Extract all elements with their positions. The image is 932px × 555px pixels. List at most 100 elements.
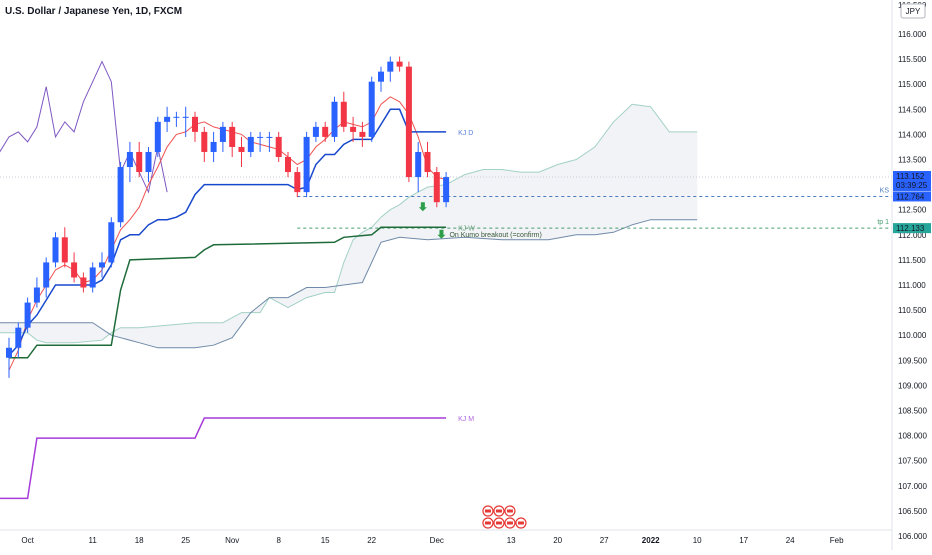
candle-body: [33, 287, 40, 303]
x-tick-label: 20: [553, 536, 562, 545]
price-badge-1: [893, 191, 931, 202]
candle-body: [229, 126, 236, 147]
event-flag-stripe-r2-0: [484, 521, 491, 525]
currency-badge[interactable]: JPY: [900, 3, 926, 19]
candle-body: [201, 131, 208, 152]
candle-body: [331, 101, 338, 137]
x-tick-label: Nov: [225, 536, 239, 545]
y-tick-label: 110.000: [898, 331, 927, 340]
event-flag-stripe-r2-1: [495, 521, 502, 525]
event-flag-stripe-r2-2: [506, 521, 513, 525]
price-badge-0: [893, 170, 931, 191]
x-tick-label: Oct: [21, 536, 34, 545]
candle-body: [126, 151, 133, 168]
candle-body: [275, 136, 282, 157]
kijun-label-2: KJ M: [458, 416, 474, 423]
candle-body: [43, 262, 50, 288]
candle-body: [164, 116, 171, 122]
y-tick-label: 106.500: [898, 507, 927, 516]
x-tick-label: 18: [135, 536, 144, 545]
senkou-span-b: [0, 219, 698, 349]
candle-body: [387, 61, 394, 72]
x-tick-label: 17: [739, 536, 748, 545]
candle-body: [257, 136, 264, 138]
event-flag-stripe-r2-3: [517, 521, 524, 525]
x-tick-label: 10: [693, 536, 702, 545]
candle-body: [154, 121, 161, 152]
candle-body: [117, 167, 124, 223]
x-tick-label: 24: [786, 536, 795, 545]
y-tick-label: 107.500: [898, 457, 927, 466]
candle-body: [80, 277, 87, 288]
price-badge-value-1: 112.764: [896, 192, 925, 201]
candle-body: [210, 141, 217, 152]
candle-body: [15, 327, 22, 348]
x-tick-label: 11: [89, 536, 98, 545]
y-tick-label: 109.000: [898, 381, 927, 390]
candle-body: [312, 126, 319, 137]
kumo-cloud-fill: [0, 104, 698, 348]
candle-body: [368, 81, 375, 137]
candle-body: [108, 222, 115, 263]
y-tick-label: 107.000: [898, 482, 927, 491]
candle-body: [303, 136, 310, 193]
candle-body: [294, 172, 301, 193]
candle-body: [145, 151, 152, 173]
y-tick-label: 115.000: [898, 80, 927, 89]
x-tick-label: 25: [181, 536, 190, 545]
candle-body: [443, 177, 450, 203]
candle-body: [247, 136, 254, 152]
down-arrow-icon: [437, 229, 446, 239]
x-tick-label: 22: [367, 536, 376, 545]
x-tick-label: Feb: [830, 536, 844, 545]
y-tick-label: 106.000: [898, 532, 927, 541]
y-tick-label: 110.500: [898, 306, 927, 315]
kijun-line-2: [0, 417, 447, 500]
chikou-span-line: [0, 60, 168, 194]
candle-body: [266, 136, 273, 138]
price-badge-value-0: 113.152: [896, 172, 925, 181]
chart-title: U.S. Dollar / Japanese Yen, 1D, FXCM: [5, 6, 182, 17]
currency-badge-label: JPY: [906, 7, 921, 16]
x-tick-label: 2022: [642, 536, 660, 545]
candle-body: [285, 156, 291, 173]
y-tick-label: 108.000: [898, 432, 927, 441]
candle-body: [238, 146, 245, 152]
y-tick-label: 111.500: [898, 256, 926, 265]
candle-body: [61, 237, 68, 263]
y-tick-label: 108.500: [898, 407, 927, 416]
y-tick-label: 113.500: [898, 156, 927, 165]
candle-body: [6, 347, 12, 358]
candle-body: [219, 126, 226, 142]
y-tick-label: 111.000: [898, 281, 926, 290]
annotation-text: On Kumo breakout (=confirm): [449, 232, 541, 239]
candle-body: [378, 71, 384, 82]
y-tick-label: 112.000: [898, 231, 927, 240]
price-badge-timer: 03:39:25: [896, 181, 928, 190]
y-tick-label: 112.500: [898, 206, 927, 215]
down-arrow-icon: [418, 202, 427, 212]
kijun-label-0: KJ D: [458, 130, 473, 137]
candle-body: [173, 116, 180, 118]
y-tick-label: 116.000: [898, 30, 927, 39]
candle-body: [350, 126, 357, 132]
candle-body: [322, 126, 329, 137]
y-tick-label: 114.500: [898, 105, 927, 114]
price-badge-value-2: 112.133: [896, 224, 925, 233]
event-flag-stripe-r1-0: [484, 509, 491, 513]
event-flag-stripe-r1-1: [495, 509, 502, 513]
candle-body: [99, 262, 105, 268]
hline-label-1: tp 1: [877, 219, 889, 226]
hline-label-0: KS: [880, 187, 890, 194]
x-tick-label: 13: [507, 536, 516, 545]
price-badge-2: [893, 223, 931, 234]
candle-body: [415, 151, 422, 178]
y-tick-label: 114.000: [898, 130, 927, 139]
candle-body: [359, 131, 366, 137]
candle-body: [192, 116, 198, 132]
x-tick-label: 15: [321, 536, 330, 545]
senkou-span-a: [0, 103, 698, 344]
x-tick-label: 8: [276, 536, 281, 545]
